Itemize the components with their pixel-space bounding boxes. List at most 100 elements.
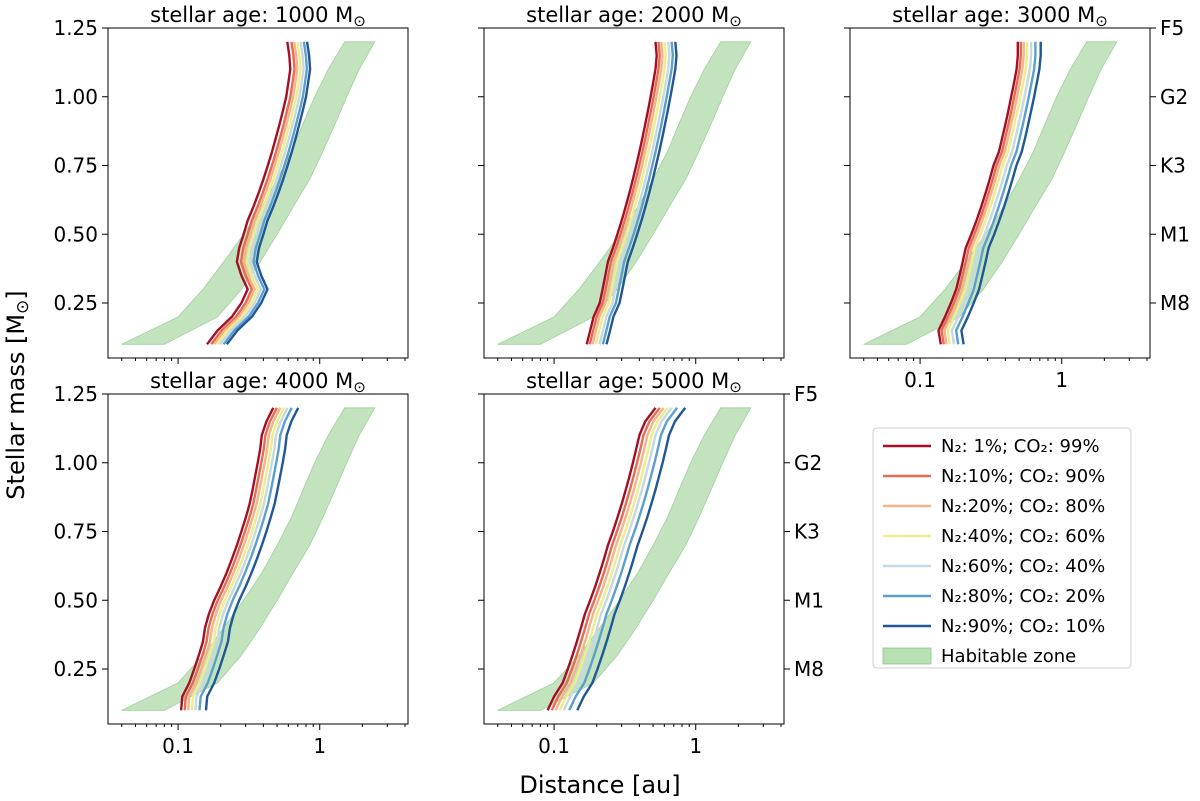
panel-title-sub: ⊙ xyxy=(353,378,366,396)
panel-title-unit: M xyxy=(328,369,353,393)
x-tick-label: 0.1 xyxy=(904,368,936,392)
panel-3000: stellar age: 3000 M⊙ 0.1 1 F5 G2 K3 M1 M8 xyxy=(844,3,1190,392)
y-axis-label-sub: ⊙ xyxy=(13,300,33,314)
x-tick-label: 0.1 xyxy=(162,734,194,758)
series-line xyxy=(546,407,657,711)
axes-frame xyxy=(107,27,409,359)
series-line xyxy=(213,41,299,346)
spectral-tick-label: K3 xyxy=(1160,154,1186,178)
series-line xyxy=(591,41,664,345)
x-tick-label: 1 xyxy=(689,734,702,758)
panel-4000: stellar age: 4000 M⊙ 0.1 1 0.25 0.50 0.75 1.00… xyxy=(53,369,409,758)
y-tick-label: 1.00 xyxy=(53,85,98,109)
panel-title-prefix: stellar age: xyxy=(150,369,275,393)
panel-title-age: 3000 xyxy=(1017,3,1070,27)
series-line xyxy=(954,41,1037,345)
y-tick-label: 0.25 xyxy=(53,657,98,681)
legend-label: N₂:90%; CO₂: 10% xyxy=(941,616,1105,637)
series-line xyxy=(550,407,661,711)
panel-title-sub: ⊙ xyxy=(729,378,742,396)
y-tick-label: 1.00 xyxy=(53,451,98,475)
x-tick-label: 1 xyxy=(313,734,326,758)
y-tick-label: 1.25 xyxy=(53,16,98,40)
panel-title-age: 2000 xyxy=(651,3,704,27)
series-line xyxy=(179,407,275,711)
spectral-tick-label: K3 xyxy=(794,520,820,544)
y-tick-label: 0.50 xyxy=(53,222,98,246)
x-tick-label: 0.1 xyxy=(538,734,570,758)
series-line xyxy=(585,41,658,345)
legend-area-swatch xyxy=(882,647,932,665)
series-line xyxy=(216,41,302,346)
series-line xyxy=(960,41,1042,345)
series-line xyxy=(225,41,312,346)
series-line xyxy=(554,407,665,711)
panel-1000: stellar age: 1000 M⊙ 0.25 0.50 0.75 1.00 1.25 xyxy=(53,3,409,364)
panel-2000: stellar age: 2000 M⊙ xyxy=(478,3,785,364)
series-line xyxy=(605,41,678,345)
panels-group: stellar age: 1000 M⊙ 0.25 0.50 0.75 1.00 1.25… xyxy=(53,3,1190,758)
y-axis-label-group: Stellar mass [M⊙] xyxy=(2,290,33,499)
panel-title-age: 5000 xyxy=(651,369,704,393)
panel-title: stellar age: 1000 M⊙ xyxy=(150,3,366,30)
x-tick-label: 1 xyxy=(1055,368,1068,392)
series-line xyxy=(186,407,282,711)
spectral-tick-label: G2 xyxy=(1160,85,1188,109)
y-tick-label: 0.75 xyxy=(53,154,98,178)
panel-title: stellar age: 4000 M⊙ xyxy=(150,369,366,396)
legend-label: Habitable zone xyxy=(941,646,1076,667)
series-line xyxy=(940,41,1022,345)
y-axis-label-main: Stellar mass [M xyxy=(2,314,30,500)
spectral-tick-label: M8 xyxy=(1160,291,1190,315)
panel-title-unit: M xyxy=(1070,3,1095,27)
series-line xyxy=(222,41,309,346)
axes-frame xyxy=(849,27,1151,359)
axes-frame xyxy=(483,393,785,725)
panel-title-prefix: stellar age: xyxy=(150,3,275,27)
panel-title-age: 4000 xyxy=(275,369,328,393)
series-line xyxy=(568,407,679,711)
series-line xyxy=(598,41,671,345)
series-line xyxy=(219,41,305,346)
series-line xyxy=(594,41,667,345)
panel-title-unit: M xyxy=(704,3,729,27)
panel-title-prefix: stellar age: xyxy=(526,369,651,393)
spectral-tick-label: M1 xyxy=(794,588,824,612)
series-line xyxy=(194,407,289,711)
series-line xyxy=(946,41,1029,345)
y-tick-label: 1.25 xyxy=(53,382,98,406)
series-line xyxy=(210,41,296,346)
series-line xyxy=(183,407,278,711)
y-tick-label: 0.25 xyxy=(53,291,98,315)
y-axis-label: Stellar mass [M⊙] xyxy=(2,290,33,499)
spectral-tick-label: M1 xyxy=(1160,222,1190,246)
legend-label: N₂:40%; CO₂: 60% xyxy=(941,526,1105,547)
panel-title-prefix: stellar age: xyxy=(526,3,651,27)
axes-frame xyxy=(107,393,409,725)
series-line xyxy=(558,407,669,711)
series-line xyxy=(204,407,300,711)
panel-title-prefix: stellar age: xyxy=(892,3,1017,27)
y-tick-label: 0.50 xyxy=(53,588,98,612)
panel-5000: stellar age: 5000 M⊙ 0.1 1 F5 G2 K3 M1 M8 xyxy=(478,369,824,758)
panel-title: stellar age: 5000 M⊙ xyxy=(526,369,742,396)
series-line xyxy=(950,41,1033,345)
y-tick-label: 0.75 xyxy=(53,520,98,544)
habitable-zone-area xyxy=(497,41,752,345)
legend-label: N₂: 1%; CO₂: 99% xyxy=(941,436,1100,457)
legend: N₂: 1%; CO₂: 99% N₂:10%; CO₂: 90% N₂:20%; … xyxy=(872,427,1132,669)
series-line xyxy=(198,407,293,711)
panel-title-sub: ⊙ xyxy=(729,12,742,30)
legend-label: N₂:20%; CO₂: 80% xyxy=(941,496,1105,517)
series-line xyxy=(206,41,292,346)
panel-title-sub: ⊙ xyxy=(353,12,366,30)
axes-frame xyxy=(483,27,785,359)
series-line xyxy=(562,407,673,711)
spectral-tick-label: F5 xyxy=(1160,16,1184,40)
x-axis-label: Distance [au] xyxy=(519,771,680,799)
legend-box xyxy=(872,427,1132,669)
habitable-zone-area xyxy=(121,407,376,711)
panel-title-unit: M xyxy=(704,369,729,393)
series-line xyxy=(576,407,687,711)
